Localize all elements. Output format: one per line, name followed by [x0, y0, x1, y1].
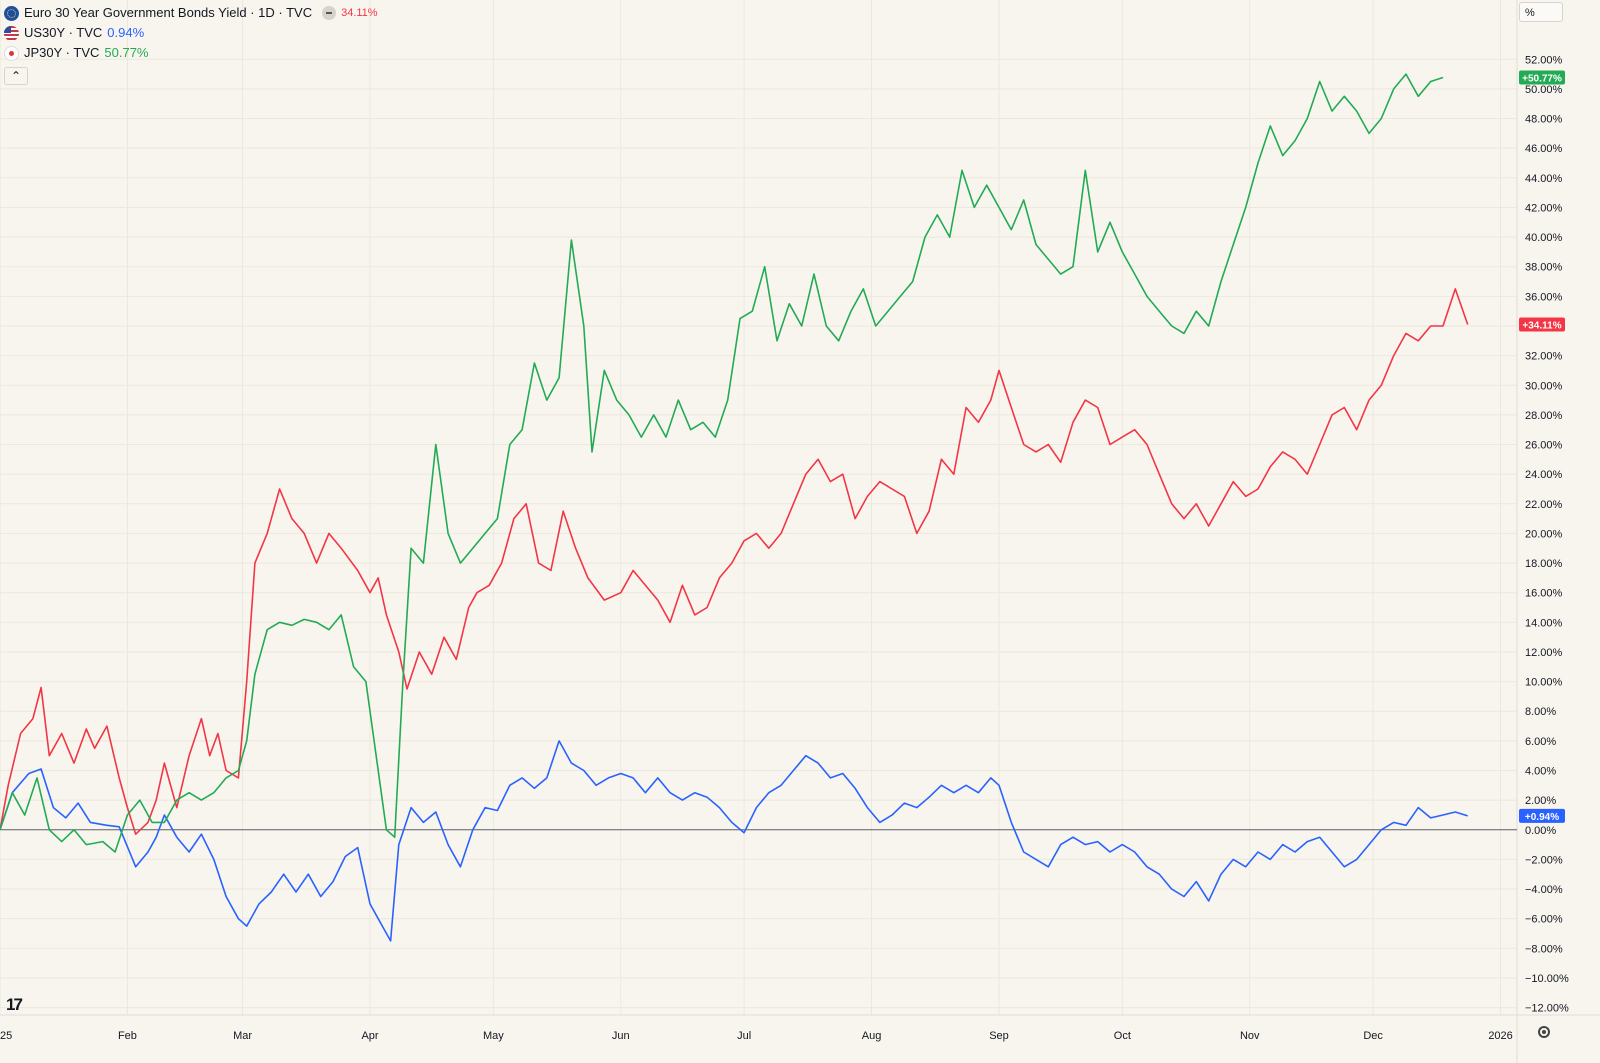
- y-tick-label: 22.00%: [1525, 499, 1563, 511]
- x-tick-label: Dec: [1363, 1030, 1383, 1042]
- us-flag-icon: [4, 25, 19, 41]
- y-tick-label: 52.00%: [1525, 54, 1563, 66]
- legend-main-change: 34.11%: [341, 7, 378, 19]
- series-line-us30y[interactable]: [0, 740, 1468, 942]
- y-tick-label: −8.00%: [1525, 943, 1563, 955]
- x-tick-label: 25: [0, 1030, 12, 1042]
- last-value-badge: [1519, 70, 1565, 85]
- jp-flag-icon: [4, 45, 19, 61]
- x-tick-label: May: [483, 1030, 504, 1042]
- legend-jp-label: JP30Y · TVC: [24, 45, 100, 60]
- legend-main-title: Euro 30 Year Government Bonds Yield · 1D…: [24, 5, 313, 20]
- y-tick-label: 6.00%: [1525, 736, 1556, 748]
- y-tick-label: 16.00%: [1525, 588, 1563, 600]
- y-tick-label: 32.00%: [1525, 351, 1563, 363]
- y-tick-label: 42.00%: [1525, 202, 1563, 214]
- x-tick-label: Feb: [118, 1030, 137, 1042]
- x-tick-label: Aug: [862, 1030, 882, 1042]
- x-tick-label: Apr: [361, 1030, 378, 1042]
- x-tick-label: Jun: [612, 1030, 630, 1042]
- y-tick-label: 44.00%: [1525, 173, 1563, 185]
- last-value-label: +0.94%: [1525, 812, 1559, 823]
- y-tick-label: 50.00%: [1525, 84, 1563, 96]
- eu-flag-icon: [4, 5, 19, 21]
- legend-main-row[interactable]: Euro 30 Year Government Bonds Yield · 1D…: [4, 3, 378, 23]
- legend-jp-row[interactable]: JP30Y · TVC 50.77%: [4, 43, 378, 63]
- y-tick-label: −10.00%: [1525, 973, 1569, 985]
- settings-icon[interactable]: [1538, 1026, 1550, 1038]
- y-tick-label: 10.00%: [1525, 677, 1563, 689]
- last-value-label: +34.11%: [1522, 321, 1561, 332]
- last-value-label: +50.77%: [1522, 73, 1562, 84]
- y-tick-label: −4.00%: [1525, 884, 1563, 896]
- legend-us-label: US30Y · TVC: [24, 25, 103, 40]
- x-tick-label: 2026: [1488, 1030, 1512, 1042]
- last-value-badges: +34.11% +0.94% +50.77%: [1519, 70, 1565, 823]
- series-line-jp30y[interactable]: [0, 73, 1444, 853]
- x-tick-label: Mar: [233, 1030, 252, 1042]
- series-line-euro-30-year-government-bonds-yield[interactable]: [0, 288, 1469, 836]
- x-tick-label: Oct: [1114, 1030, 1131, 1042]
- y-tick-label: 14.00%: [1525, 617, 1563, 629]
- legend-jp-change: 50.77%: [104, 45, 149, 60]
- y-tick-label: 18.00%: [1525, 558, 1563, 570]
- y-tick-label: 30.00%: [1525, 380, 1563, 392]
- y-tick-label: −6.00%: [1525, 914, 1563, 926]
- hide-icon[interactable]: [322, 6, 337, 20]
- legend: Euro 30 Year Government Bonds Yield · 1D…: [4, 3, 378, 63]
- series-lines: [0, 73, 1469, 942]
- y-tick-label: 4.00%: [1525, 766, 1556, 778]
- y-tick-label: 24.00%: [1525, 469, 1563, 481]
- unit-selector[interactable]: %: [1519, 2, 1563, 22]
- last-value-badge: [1519, 808, 1565, 823]
- y-tick-label: 20.00%: [1525, 528, 1563, 540]
- x-tick-label: Jul: [737, 1030, 751, 1042]
- y-tick-label: 40.00%: [1525, 232, 1563, 244]
- y-tick-label: 48.00%: [1525, 114, 1563, 126]
- legend-us-row[interactable]: US30Y · TVC 0.94%: [4, 23, 378, 43]
- collapse-legend-button[interactable]: ⌃: [4, 67, 28, 85]
- y-tick-label: 26.00%: [1525, 440, 1563, 452]
- x-tick-label: Nov: [1240, 1030, 1260, 1042]
- y-tick-label: 28.00%: [1525, 410, 1563, 422]
- tradingview-logo[interactable]: 17: [6, 995, 23, 1014]
- legend-us-change: 0.94%: [107, 25, 145, 40]
- y-tick-label: −12.00%: [1525, 1003, 1569, 1015]
- y-tick-label: 8.00%: [1525, 706, 1556, 718]
- y-tick-label: 2.00%: [1525, 795, 1556, 807]
- y-tick-label: 46.00%: [1525, 143, 1563, 155]
- y-tick-label: 0.00%: [1525, 825, 1556, 837]
- y-tick-label: −2.00%: [1525, 854, 1563, 866]
- price-axis: −12.00% −10.00% −8.00% −6.00% −4.00% −2.00% 0.…: [1525, 54, 1569, 1014]
- y-tick-label: 12.00%: [1525, 647, 1563, 659]
- y-tick-label: 36.00%: [1525, 291, 1563, 303]
- x-tick-label: Sep: [989, 1030, 1009, 1042]
- time-axis: 25 Feb Mar Apr May Jun Jul Aug Sep Oct Nov Dec 2026: [0, 1030, 1513, 1042]
- y-tick-label: 38.00%: [1525, 262, 1563, 274]
- last-value-badge: [1519, 317, 1565, 332]
